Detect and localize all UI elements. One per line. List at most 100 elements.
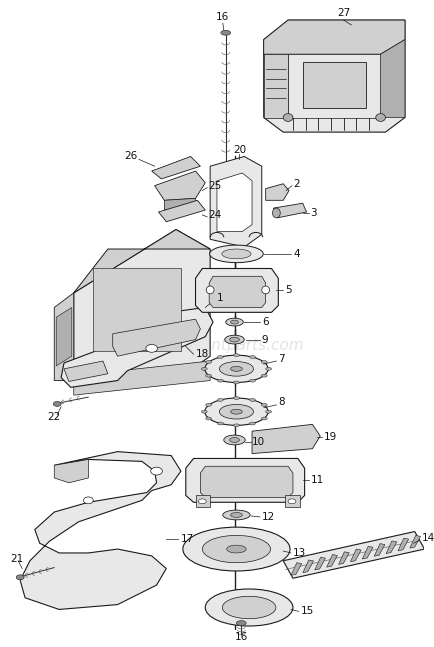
Ellipse shape xyxy=(230,410,242,414)
Ellipse shape xyxy=(229,437,239,443)
Ellipse shape xyxy=(249,356,255,358)
Polygon shape xyxy=(263,54,287,118)
Ellipse shape xyxy=(204,398,267,425)
Polygon shape xyxy=(338,552,349,564)
Ellipse shape xyxy=(233,397,239,399)
Text: 4: 4 xyxy=(292,249,299,259)
Polygon shape xyxy=(93,269,181,351)
Ellipse shape xyxy=(217,422,223,425)
Text: 9: 9 xyxy=(261,334,268,345)
Text: 14: 14 xyxy=(421,533,434,543)
Text: 13: 13 xyxy=(292,548,306,558)
Ellipse shape xyxy=(222,510,250,520)
Ellipse shape xyxy=(229,337,239,342)
Ellipse shape xyxy=(230,366,242,371)
Polygon shape xyxy=(54,293,74,380)
Text: 11: 11 xyxy=(310,475,323,485)
Polygon shape xyxy=(380,39,404,118)
Polygon shape xyxy=(200,466,292,498)
Polygon shape xyxy=(350,549,360,562)
Text: 5: 5 xyxy=(285,285,291,295)
Polygon shape xyxy=(409,536,420,548)
Polygon shape xyxy=(74,230,210,293)
Ellipse shape xyxy=(375,114,385,122)
Ellipse shape xyxy=(226,545,246,553)
Ellipse shape xyxy=(201,367,207,370)
Ellipse shape xyxy=(202,536,270,563)
Text: 17: 17 xyxy=(181,534,194,544)
Ellipse shape xyxy=(287,499,295,504)
Polygon shape xyxy=(263,20,404,132)
Ellipse shape xyxy=(150,467,162,475)
Polygon shape xyxy=(217,173,251,232)
Text: 6: 6 xyxy=(261,317,268,327)
Polygon shape xyxy=(263,20,404,54)
Polygon shape xyxy=(314,557,325,570)
Polygon shape xyxy=(112,319,200,356)
Ellipse shape xyxy=(205,404,211,406)
Text: 24: 24 xyxy=(208,210,221,220)
Polygon shape xyxy=(54,459,88,483)
Ellipse shape xyxy=(217,379,223,382)
Text: 10: 10 xyxy=(251,437,265,447)
Ellipse shape xyxy=(249,399,255,401)
Ellipse shape xyxy=(265,410,271,413)
Ellipse shape xyxy=(261,286,269,294)
Polygon shape xyxy=(326,554,337,567)
Text: 22: 22 xyxy=(48,411,61,422)
Polygon shape xyxy=(397,538,408,551)
Text: 12: 12 xyxy=(261,512,274,522)
Ellipse shape xyxy=(219,404,253,419)
Ellipse shape xyxy=(265,367,271,370)
Polygon shape xyxy=(195,496,210,507)
Ellipse shape xyxy=(261,404,266,406)
Polygon shape xyxy=(290,563,301,575)
Polygon shape xyxy=(251,424,319,454)
Text: 19: 19 xyxy=(323,432,337,442)
Text: 7: 7 xyxy=(278,354,284,364)
Polygon shape xyxy=(61,307,213,388)
Ellipse shape xyxy=(16,575,24,580)
Text: 21: 21 xyxy=(10,554,23,564)
Polygon shape xyxy=(265,184,288,201)
Text: 27: 27 xyxy=(336,8,349,18)
Text: 2: 2 xyxy=(292,179,299,189)
Ellipse shape xyxy=(206,286,214,294)
Polygon shape xyxy=(20,452,181,609)
Polygon shape xyxy=(373,543,384,556)
Ellipse shape xyxy=(201,410,207,413)
Text: 8: 8 xyxy=(278,397,284,407)
Polygon shape xyxy=(154,171,205,201)
Ellipse shape xyxy=(145,344,157,352)
Polygon shape xyxy=(56,307,72,366)
Ellipse shape xyxy=(233,424,239,427)
Ellipse shape xyxy=(83,497,93,504)
Text: 16: 16 xyxy=(216,12,229,22)
Ellipse shape xyxy=(221,249,250,259)
Ellipse shape xyxy=(261,417,266,420)
Polygon shape xyxy=(185,459,304,502)
Ellipse shape xyxy=(217,399,223,401)
Polygon shape xyxy=(285,496,299,507)
Ellipse shape xyxy=(225,318,243,326)
Ellipse shape xyxy=(261,360,266,364)
Ellipse shape xyxy=(233,354,239,356)
Polygon shape xyxy=(74,361,210,395)
Ellipse shape xyxy=(205,417,211,420)
Ellipse shape xyxy=(219,362,253,376)
Text: ereplacementparts.com: ereplacementparts.com xyxy=(121,338,303,353)
Polygon shape xyxy=(64,361,108,382)
Ellipse shape xyxy=(222,597,275,619)
Polygon shape xyxy=(385,541,396,554)
Polygon shape xyxy=(283,532,424,578)
Polygon shape xyxy=(158,201,205,222)
Ellipse shape xyxy=(205,360,211,364)
Ellipse shape xyxy=(249,422,255,425)
Ellipse shape xyxy=(204,355,267,382)
Ellipse shape xyxy=(220,30,230,35)
Ellipse shape xyxy=(272,208,279,218)
Polygon shape xyxy=(302,560,313,573)
Polygon shape xyxy=(151,157,200,179)
Polygon shape xyxy=(210,157,261,247)
Polygon shape xyxy=(74,230,210,380)
